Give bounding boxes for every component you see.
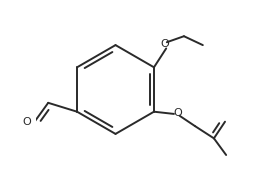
Text: O: O (173, 108, 182, 118)
Text: O: O (161, 38, 169, 49)
Text: O: O (22, 117, 31, 127)
